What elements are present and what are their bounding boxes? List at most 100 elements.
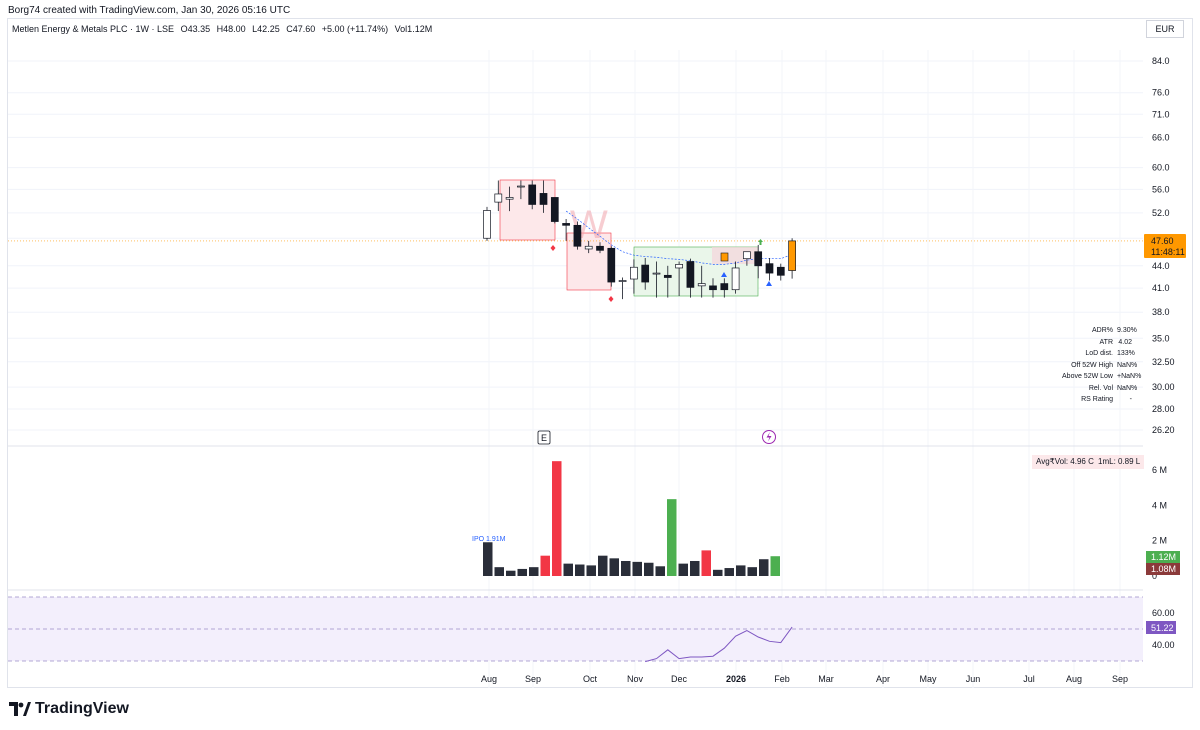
candle-body bbox=[754, 251, 763, 267]
candle-body bbox=[663, 274, 672, 278]
time-tick-label: Jul bbox=[1023, 674, 1035, 684]
stats-value: 9.30% bbox=[1117, 327, 1137, 335]
candle-body bbox=[743, 251, 751, 260]
time-tick-label: Nov bbox=[627, 674, 644, 684]
earnings-marker-text: E bbox=[541, 433, 547, 443]
volume-bar bbox=[644, 562, 654, 576]
price-tick-label: 56.0 bbox=[1152, 184, 1170, 194]
stats-value: - bbox=[1129, 396, 1132, 404]
volume-bar bbox=[552, 461, 562, 576]
legend-high: H48.00 bbox=[216, 24, 246, 34]
volume-avg-tag: 1.08M bbox=[1146, 563, 1180, 575]
time-tick-label: Apr bbox=[876, 674, 890, 684]
stats-value: NaN% bbox=[1117, 384, 1138, 392]
volume-bar bbox=[713, 569, 723, 576]
legend-open: O43.35 bbox=[180, 24, 211, 34]
stats-label: Off 52W High bbox=[1071, 361, 1113, 369]
grid-lines bbox=[8, 50, 1143, 688]
candle-body bbox=[517, 185, 525, 188]
stats-value: +NaN% bbox=[1117, 373, 1142, 381]
candle-body bbox=[630, 266, 638, 280]
price-tick-label: 76.0 bbox=[1152, 88, 1170, 98]
stats-row: Above 52W Low +NaN% bbox=[1060, 371, 1142, 383]
volume-bars bbox=[483, 461, 780, 576]
volume-bar bbox=[667, 499, 677, 576]
ml-volume-pill: 1mL: 0.89 L bbox=[1094, 455, 1145, 469]
volume-tick-label: 4 M bbox=[1152, 500, 1167, 510]
tradingview-logo[interactable]: TradingView bbox=[9, 700, 129, 718]
volume-current-value: 1.12M bbox=[1151, 552, 1176, 562]
price-tick-label: 44.0 bbox=[1152, 261, 1170, 271]
price-tick-label: 32.50 bbox=[1152, 357, 1175, 367]
legend-low: L42.25 bbox=[252, 24, 280, 34]
candle-body bbox=[731, 267, 740, 291]
price-tick-label: 26.20 bbox=[1152, 425, 1175, 435]
pattern-boxes: W bbox=[499, 179, 759, 297]
volume-bar bbox=[494, 567, 504, 576]
volume-tick-label: 6 M bbox=[1152, 465, 1167, 475]
up-arrow-icon bbox=[758, 239, 763, 245]
currency-button[interactable]: EUR bbox=[1146, 20, 1184, 38]
candle-body bbox=[505, 197, 514, 200]
price-tag-countdown: 11:48:11 bbox=[1151, 247, 1185, 257]
price-tick-label: 38.0 bbox=[1152, 307, 1170, 317]
legend-volume: Vol1.12M bbox=[394, 24, 433, 34]
rsi-tick-label: 40.00 bbox=[1152, 640, 1175, 650]
stats-label: RS Rating bbox=[1081, 396, 1113, 404]
volume-bar bbox=[517, 568, 527, 576]
candle-body bbox=[550, 197, 559, 222]
candle-body bbox=[607, 247, 616, 283]
legend-change: +5.00 (+11.74%) bbox=[321, 24, 389, 34]
price-tick-label: 52.0 bbox=[1152, 208, 1170, 218]
volume-bar bbox=[529, 567, 539, 576]
stats-label: ADR% bbox=[1091, 327, 1113, 335]
candle-body bbox=[573, 224, 582, 247]
candle-body bbox=[765, 263, 774, 274]
candle-body bbox=[788, 240, 796, 271]
time-axis[interactable]: Aug Sep Oct Nov Dec 2026 Feb Mar Apr May Jun Jul Aug… bbox=[481, 674, 1128, 684]
price-tick-label: 41.0 bbox=[1152, 283, 1170, 293]
candle-body bbox=[675, 264, 683, 269]
stats-row: ATR 4.02 bbox=[1060, 337, 1132, 349]
price-tick-label: 84.0 bbox=[1152, 56, 1170, 66]
time-tick-label: Feb bbox=[774, 674, 790, 684]
candle-body bbox=[539, 193, 548, 205]
volume-bar bbox=[678, 563, 688, 576]
rsi-pane bbox=[8, 596, 1143, 663]
volume-bar bbox=[655, 566, 665, 576]
volume-tick-label: 0 bbox=[1152, 571, 1157, 581]
pivot-zone bbox=[712, 247, 758, 264]
rsi-tag-value: 51.22 bbox=[1151, 623, 1174, 633]
buy-triangle-icon bbox=[766, 281, 772, 286]
price-axis[interactable]: 84.076.071.066.060.056.052.048.044.041.0… bbox=[1152, 56, 1175, 435]
time-tick-label: Jun bbox=[966, 674, 981, 684]
lightning-event-icon[interactable] bbox=[762, 430, 776, 444]
legend-symbol[interactable]: Metlen Energy & Metals PLC · 1W · LSE bbox=[12, 24, 175, 34]
earnings-badge[interactable]: E bbox=[537, 430, 551, 445]
candle-body bbox=[686, 261, 695, 288]
candle-body bbox=[618, 280, 627, 282]
price-tick-label: 28.00 bbox=[1152, 404, 1175, 414]
rsi-axis[interactable]: 60.00 40.00 bbox=[1152, 608, 1175, 650]
volume-bar bbox=[586, 565, 596, 576]
volume-bar bbox=[621, 560, 631, 576]
volume-axis[interactable]: 6 M 4 M 2 M 0 bbox=[1152, 465, 1167, 581]
volume-bar bbox=[724, 568, 734, 576]
candle-body bbox=[596, 245, 604, 251]
time-tick-label: 2026 bbox=[726, 674, 746, 684]
chart-frame bbox=[7, 18, 1193, 688]
candle-body bbox=[697, 283, 706, 287]
buy-triangle-icon bbox=[721, 272, 727, 277]
symbol-legend: Metlen Energy & Metals PLC · 1W · LSE O4… bbox=[12, 24, 436, 34]
stats-value: NaN% bbox=[1117, 361, 1138, 369]
pattern-box-1 bbox=[499, 179, 556, 241]
stats-row: RS Rating - bbox=[1060, 394, 1132, 406]
stats-row: LoD dist. 133% bbox=[1060, 348, 1135, 360]
time-tick-label: Oct bbox=[583, 674, 598, 684]
candle-body bbox=[528, 184, 537, 205]
stats-label: ATR bbox=[1099, 338, 1113, 346]
stats-value: 133% bbox=[1117, 350, 1135, 358]
stats-value: 4.02 bbox=[1118, 338, 1132, 346]
stats-label: Rel. Vol bbox=[1088, 384, 1113, 392]
